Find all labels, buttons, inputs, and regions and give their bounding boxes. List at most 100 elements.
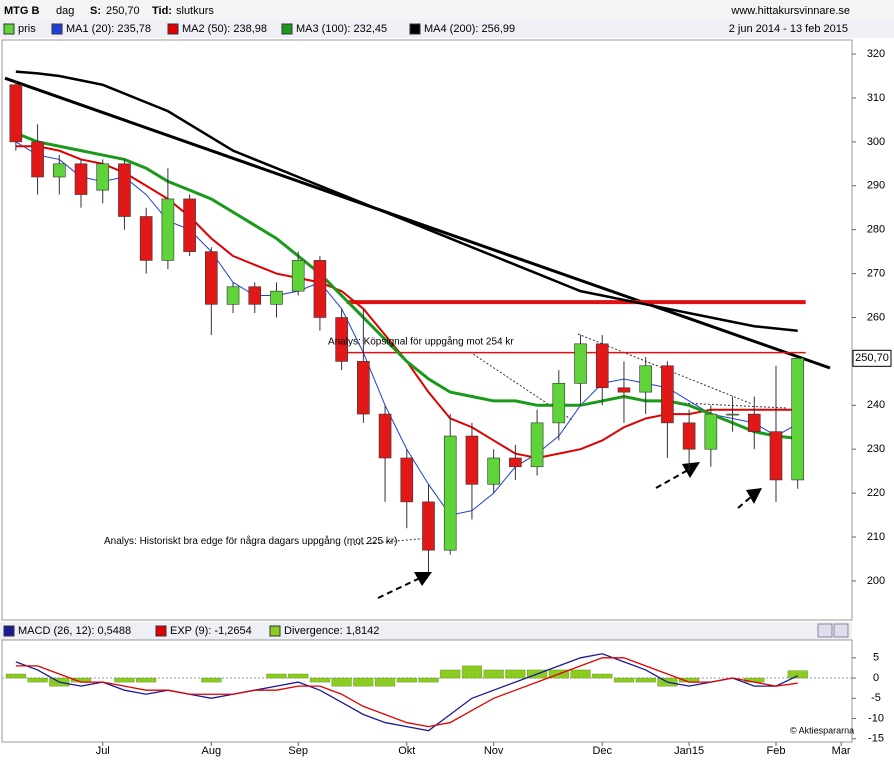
tid-value: slutkurs [176,5,214,17]
divergence-bar [136,677,157,683]
legend-swatch [167,23,179,35]
arrow [377,577,421,599]
y-tick-label: 310 [867,92,885,104]
header-bar [0,0,894,20]
candle-body [617,387,631,393]
candle-body [226,286,240,305]
divergence-bar [353,677,374,687]
candle-body [726,413,739,416]
arrow-head [414,572,432,586]
candle-body [139,216,153,261]
legend-swatch [281,23,293,35]
candle-body [552,383,566,424]
candle-body [509,457,522,468]
divergence-bar [5,673,26,679]
candle-body [378,413,392,459]
legend-label: pris [18,23,36,35]
divergence-bar [396,677,417,683]
candle-body [9,84,23,143]
y-tick-label: -5 [871,692,881,704]
y-tick-label: -15 [868,733,884,745]
arrow-head [746,488,762,504]
divergence-bar [201,677,222,683]
candle-body [704,413,718,450]
legend-bar [0,20,894,38]
divergence-bar [266,673,287,679]
legend-swatch [3,23,15,35]
candle-body [118,163,131,217]
divergence-bar [570,669,591,679]
candle-body [682,422,696,450]
divergence-bar [331,677,352,687]
divergence-bar [288,673,309,679]
candle-body [595,343,609,389]
x-tick-label: Nov [484,745,504,757]
site: www.hittakursvinnare.se [730,5,850,17]
legend-swatch [3,625,15,637]
candle-body [769,431,783,481]
macd-line [15,657,798,728]
candle-body [639,365,652,393]
divergence-bar [114,677,135,683]
macd-line [15,653,798,732]
divergence-bar [787,670,808,679]
divergence-bar [418,677,439,683]
candle-body [74,163,88,195]
leader [349,537,431,546]
copyright: © Aktiespararna [790,725,854,735]
y-tick-label: 270 [867,267,885,279]
legend-label: MA1 (20): 235,78 [66,23,151,35]
legend-swatch [269,625,281,637]
candle-body [31,141,44,178]
s-value: 250,70 [106,5,140,17]
candle-body [183,198,196,252]
legend-swatch [409,23,421,35]
candle-body [96,163,110,191]
candle-body [291,260,305,292]
x-tick-label: Jan15 [674,745,704,757]
y-tick-label: -10 [868,712,884,724]
candle-body [487,457,500,485]
annotation: Analys: Historiskt bra edge för några da… [104,535,398,547]
divergence-bar [440,669,461,679]
y-tick-label: 280 [867,224,885,236]
trend-line [4,76,831,370]
close-button[interactable] [833,623,849,638]
s-label: S: [90,5,101,17]
legend-swatch [155,625,167,637]
y-tick-label: 300 [867,136,885,148]
legend-label: MA3 (100): 232,45 [296,23,387,35]
candle-body [574,343,587,384]
annotation: Analys: Köpsignal för uppgång mot 254 kr [328,335,514,347]
candle-body [443,435,457,551]
candle-body [205,251,218,305]
candle-body [661,365,674,424]
candle-body [161,198,175,261]
divergence-bar [375,677,396,687]
x-tick-label: Aug [202,745,222,757]
arrow-head [682,462,700,478]
divergence-bar [505,669,526,679]
legend-label: MA4 (200): 256,99 [424,23,515,35]
y-tick-label: 290 [867,180,885,192]
legend-swatch [51,23,63,35]
candle-body [747,413,761,432]
y-tick-label: 200 [867,575,885,587]
arrow-heads [414,462,762,586]
x-tick-label: Sep [288,745,308,757]
ma-line [15,70,798,332]
divergence-bar [461,665,482,679]
date-range: 2 jun 2014 - 13 feb 2015 [729,23,848,35]
zoom-button[interactable] [817,623,833,638]
y-tick-label: 230 [867,443,885,455]
candle-body [335,317,348,362]
candle-body [465,435,479,485]
period: dag [56,5,74,17]
candle-body [791,358,805,481]
legend-label: MA2 (50): 238,98 [182,23,267,35]
main-frame [1,39,853,621]
candle-body [270,290,283,305]
y-tick-label: 5 [873,652,879,664]
